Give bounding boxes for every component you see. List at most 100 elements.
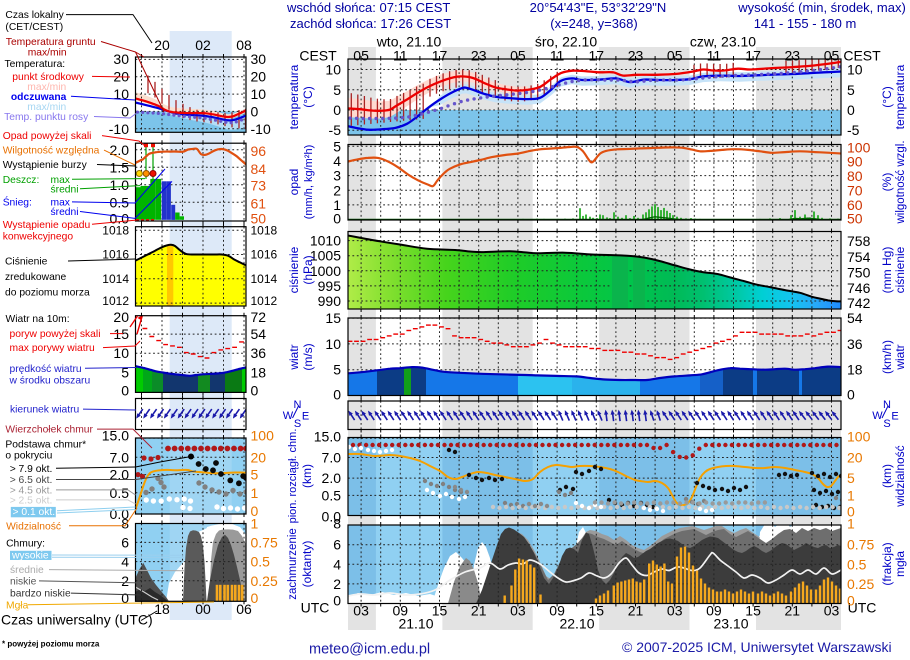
svg-text:5: 5	[847, 470, 855, 486]
svg-text:21.10: 21.10	[398, 616, 433, 632]
svg-text:0.5: 0.5	[322, 487, 342, 503]
svg-text:1010: 1010	[310, 233, 341, 249]
svg-text:-5: -5	[329, 122, 342, 138]
svg-text:20: 20	[113, 309, 129, 325]
svg-text:22.10: 22.10	[559, 616, 594, 632]
svg-text:(m/s): (m/s)	[301, 343, 315, 370]
svg-text:1000: 1000	[310, 263, 341, 279]
svg-text:73: 73	[251, 177, 267, 193]
svg-text:max porywy wiatru: max porywy wiatru	[10, 343, 96, 354]
svg-text:10: 10	[847, 62, 863, 78]
svg-text:Chmury:: Chmury:	[6, 539, 45, 550]
svg-text:> 2.5 okt.: > 2.5 okt.	[10, 496, 53, 507]
svg-text:kierunek wiatru: kierunek wiatru	[10, 405, 80, 416]
svg-text:meteo@icm.edu.pl: meteo@icm.edu.pl	[309, 642, 430, 658]
svg-text:750: 750	[847, 265, 871, 281]
svg-text:temperatura: temperatura	[893, 64, 907, 129]
svg-text:0: 0	[121, 383, 129, 399]
svg-text:2: 2	[121, 573, 129, 589]
svg-text:0.0: 0.0	[322, 509, 342, 525]
svg-text:09: 09	[549, 603, 565, 619]
svg-text:0: 0	[333, 387, 341, 403]
svg-text:15: 15	[589, 603, 605, 619]
svg-text:punkt środkowy: punkt środkowy	[12, 72, 84, 83]
svg-text:746: 746	[847, 280, 871, 296]
svg-text:(km): (km)	[880, 464, 894, 488]
svg-text:W: W	[283, 410, 294, 422]
svg-text:1016: 1016	[102, 248, 129, 262]
svg-text:Wierzchołek chmur: Wierzchołek chmur	[5, 425, 93, 436]
svg-text:ciśnienie: ciśnienie	[287, 246, 301, 293]
svg-text:995: 995	[318, 278, 342, 294]
svg-text:10: 10	[325, 336, 341, 352]
svg-text:* powyżej poziomu morza: * powyżej poziomu morza	[2, 640, 100, 649]
svg-text:zredukowane: zredukowane	[5, 272, 67, 283]
svg-text:wysokie: wysokie	[11, 550, 49, 561]
svg-text:03: 03	[510, 603, 526, 619]
svg-text:temperatura: temperatura	[287, 64, 301, 129]
svg-text:15.0: 15.0	[314, 429, 341, 445]
svg-text:5: 5	[121, 364, 129, 380]
svg-text:5: 5	[333, 82, 341, 98]
svg-text:15: 15	[745, 603, 761, 619]
svg-text:5: 5	[847, 82, 855, 98]
svg-text:1: 1	[251, 516, 259, 532]
svg-text:0: 0	[251, 503, 259, 519]
svg-text:0: 0	[121, 590, 129, 606]
svg-text:23: 23	[628, 48, 644, 64]
svg-text:UTC: UTC	[848, 600, 877, 616]
svg-text:30: 30	[251, 51, 267, 67]
svg-text:21: 21	[471, 603, 487, 619]
svg-text:(frakcja): (frakcja)	[880, 542, 894, 585]
svg-text:0: 0	[333, 102, 341, 118]
svg-text:> 4.5 okt.: > 4.5 okt.	[10, 486, 53, 497]
svg-text:61: 61	[251, 195, 267, 211]
svg-text:1018: 1018	[251, 224, 278, 238]
svg-text:18: 18	[847, 362, 863, 378]
svg-text:Temperatura gruntu: Temperatura gruntu	[6, 37, 96, 48]
svg-text:100: 100	[251, 428, 275, 444]
svg-text:18: 18	[251, 364, 267, 380]
svg-text:Temperatura:: Temperatura:	[5, 59, 66, 70]
svg-text:0.5: 0.5	[110, 485, 130, 501]
svg-text:03: 03	[353, 603, 369, 619]
svg-text:max/min: max/min	[27, 82, 66, 93]
svg-text:(mm/h, kg/m²h): (mm/h, kg/m²h)	[303, 145, 315, 220]
svg-text:4: 4	[333, 153, 341, 169]
svg-text:mgła: mgła	[893, 551, 907, 577]
svg-text:70: 70	[847, 182, 863, 198]
svg-text:konwekcyjnego: konwekcyjnego	[3, 232, 74, 243]
svg-text:60: 60	[847, 197, 863, 213]
svg-text:0: 0	[847, 102, 855, 118]
svg-text:0: 0	[847, 592, 855, 608]
svg-text:7.0: 7.0	[110, 449, 130, 465]
svg-text:(°C): (°C)	[301, 86, 315, 107]
svg-text:754: 754	[847, 249, 871, 265]
svg-text:54: 54	[847, 310, 863, 326]
svg-text:1012: 1012	[102, 294, 129, 308]
svg-text:-10: -10	[109, 121, 129, 137]
svg-text:max: max	[51, 198, 71, 209]
svg-text:1: 1	[847, 516, 855, 532]
svg-text:21: 21	[785, 603, 801, 619]
svg-text:20°54'43"E, 53°32'29"N: 20°54'43"E, 53°32'29"N	[530, 0, 667, 15]
svg-text:Temp. punktu rosy: Temp. punktu rosy	[4, 112, 89, 123]
svg-text:05: 05	[353, 48, 369, 64]
svg-text:Deszcz:: Deszcz:	[3, 175, 40, 186]
svg-text:0: 0	[251, 590, 259, 606]
svg-text:17: 17	[745, 48, 761, 64]
svg-text:1: 1	[847, 487, 855, 503]
svg-text:0: 0	[251, 383, 259, 399]
svg-text:742: 742	[847, 295, 871, 311]
svg-text:Śnieg:: Śnieg:	[3, 196, 32, 209]
svg-text:20: 20	[251, 449, 267, 465]
svg-text:100: 100	[847, 429, 871, 445]
svg-text:96: 96	[251, 143, 267, 159]
svg-text:-5: -5	[847, 122, 860, 138]
svg-text:0: 0	[121, 103, 129, 119]
svg-text:80: 80	[847, 168, 863, 184]
svg-text:8: 8	[333, 516, 341, 532]
svg-text:100: 100	[847, 140, 871, 156]
svg-text:Czas uniwersalny (UTC): Czas uniwersalny (UTC)	[1, 612, 153, 628]
svg-text:09: 09	[706, 603, 722, 619]
